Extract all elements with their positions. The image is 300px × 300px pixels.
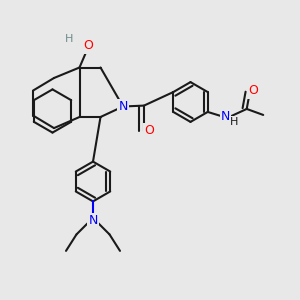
Text: O: O (145, 124, 154, 137)
Text: N: N (88, 214, 98, 227)
Text: N: N (118, 100, 128, 113)
Text: H: H (230, 116, 238, 127)
Text: H: H (65, 34, 73, 44)
Text: O: O (84, 39, 93, 52)
Text: O: O (248, 84, 258, 98)
Text: N: N (221, 110, 230, 123)
